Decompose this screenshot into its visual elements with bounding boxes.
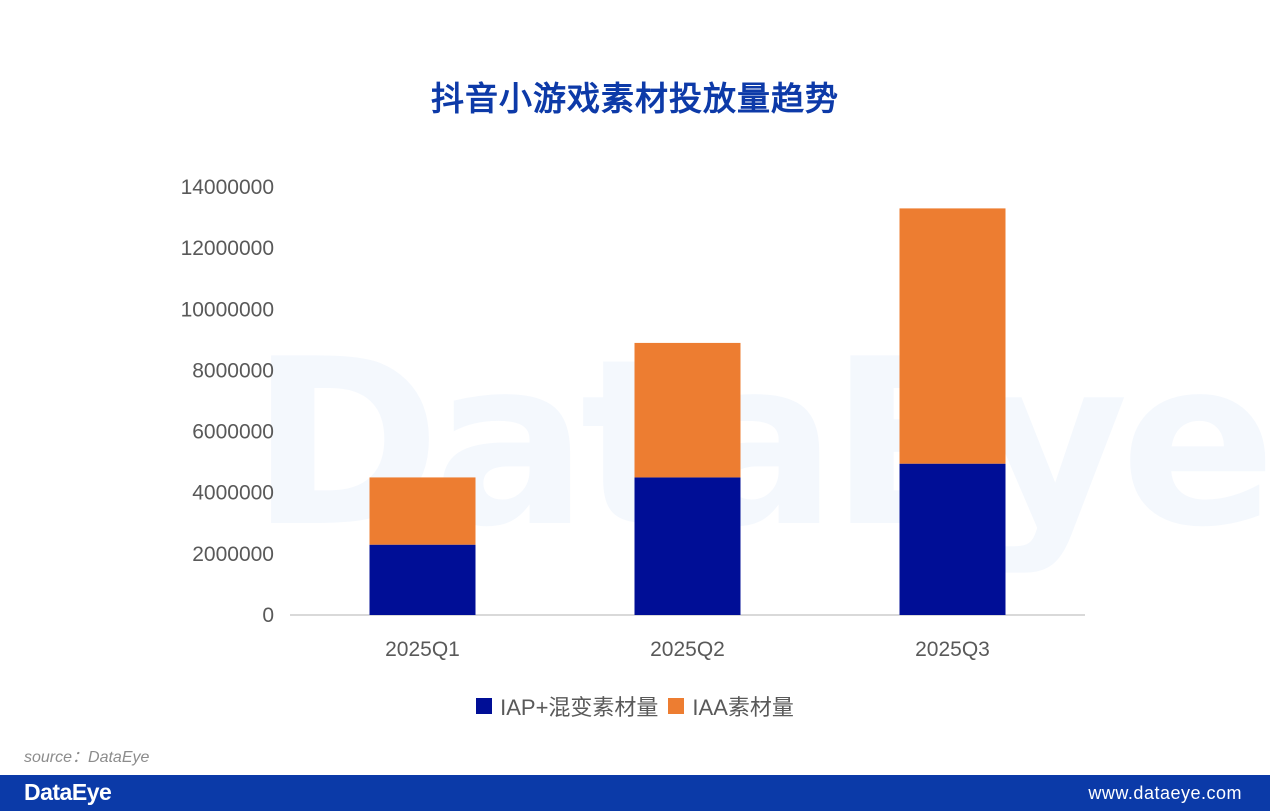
bar-iaa-2025q2 [634, 342, 741, 478]
x-tick-label: 2025Q2 [650, 638, 725, 661]
legend-item-iap: IAP+混变素材量 [476, 690, 658, 722]
y-tick-label: 2000000 [192, 543, 274, 566]
legend-label-iap: IAP+混变素材量 [500, 695, 659, 720]
x-tick-label: 2025Q3 [915, 638, 990, 661]
bar-iap-2025q1 [369, 544, 476, 615]
y-tick-label: 4000000 [192, 482, 274, 505]
chart-title: 抖音小游戏素材投放量趋势 [431, 80, 839, 117]
y-tick-label: 12000000 [181, 237, 274, 260]
footer-url[interactable]: www.dataeye.com [1088, 783, 1242, 803]
legend-label-iaa: IAA素材量 [692, 695, 794, 720]
legend-item-iaa: IAA素材量 [668, 690, 794, 722]
legend-swatch-iaa [668, 698, 685, 714]
bar-iaa-2025q3 [899, 208, 1006, 464]
y-tick-label: 14000000 [181, 176, 274, 199]
x-tick-label: 2025Q1 [385, 638, 460, 661]
y-tick-label: 0 [262, 604, 274, 627]
y-tick-label: 6000000 [192, 421, 274, 444]
footer-bar: DataEye www.dataeye.com [0, 775, 1270, 811]
bar-iap-2025q3 [899, 463, 1006, 615]
y-tick-label: 8000000 [192, 359, 274, 382]
footer-logo: DataEye [24, 779, 112, 805]
bar-iaa-2025q1 [369, 477, 476, 545]
bar-iap-2025q2 [634, 477, 741, 615]
legend-swatch-iap [476, 698, 493, 714]
source-note: source：DataEye [24, 749, 150, 766]
legend: IAP+混变素材量 IAA素材量 [0, 690, 1270, 722]
y-tick-label: 10000000 [181, 298, 274, 321]
